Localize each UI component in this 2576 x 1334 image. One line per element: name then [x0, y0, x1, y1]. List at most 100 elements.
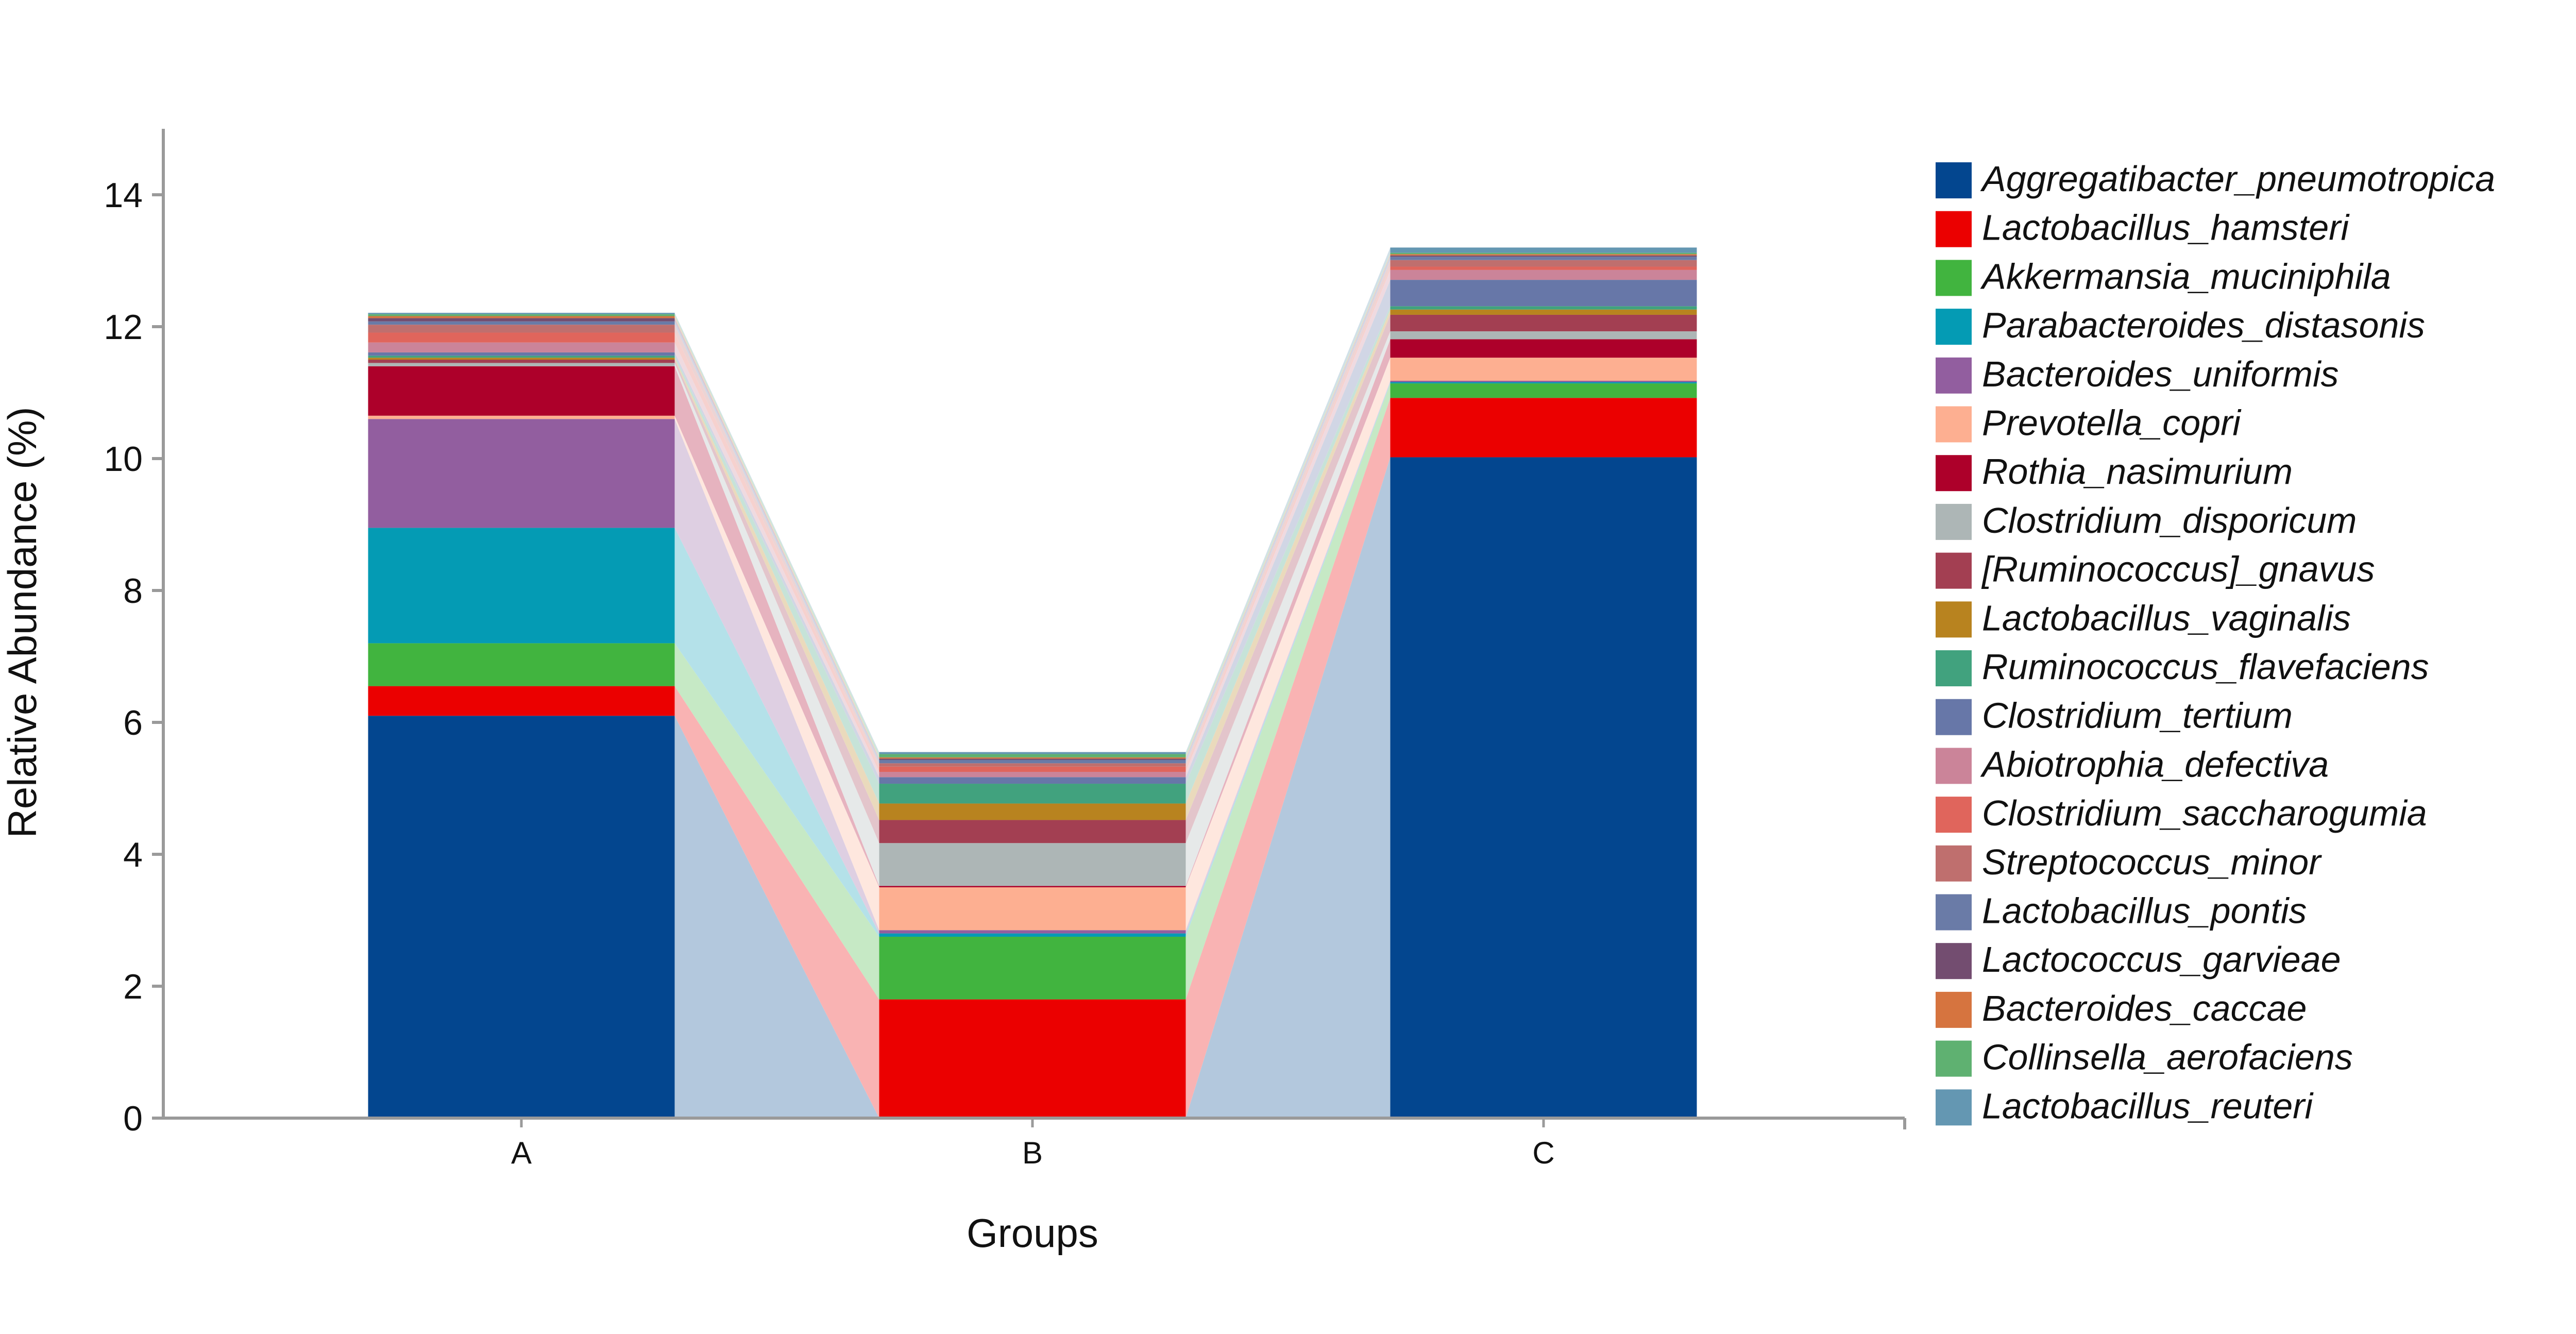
bar-akkermansia-muciniphila-B[interactable] — [879, 937, 1186, 1000]
legend-item-parabacteroides-distasonis[interactable]: Parabacteroides_distasonis — [1936, 305, 2425, 345]
bar-ruminococcus-flavefaciens-A[interactable] — [368, 356, 675, 358]
legend-item-clostridium-tertium[interactable]: Clostridium_tertium — [1936, 696, 2293, 736]
bar-abiotrophia-defectiva-A[interactable] — [368, 342, 675, 352]
bar-rothia-nasimurium-C[interactable] — [1390, 339, 1697, 358]
bar-akkermansia-muciniphila-A[interactable] — [368, 643, 675, 686]
legend-item-prevotella-copri[interactable]: Prevotella_copri — [1936, 403, 2242, 443]
legend-label: Lactobacillus_reuteri — [1982, 1086, 2314, 1126]
legend-label: Bacteroides_caccae — [1982, 988, 2307, 1028]
bar-lactobacillus-hamsteri-C[interactable] — [1390, 398, 1697, 458]
legend-label: Clostridium_disporicum — [1982, 500, 2357, 541]
bar-bacteroides-caccae-C[interactable] — [1390, 254, 1697, 256]
bar-lactococcus-garvieae-C[interactable] — [1390, 255, 1697, 257]
bar-streptococcus-minor-B[interactable] — [879, 763, 1186, 767]
bar-rothia-nasimurium-A[interactable] — [368, 366, 675, 416]
band-parabacteroides-distasonis-B-C — [1185, 382, 1391, 937]
bar-bacteroides-caccae-B[interactable] — [879, 757, 1186, 759]
legend-label: Akkermansia_muciniphila — [1980, 256, 2391, 296]
bar-bacteroides-uniformis-C[interactable] — [1390, 380, 1697, 382]
bar-parabacteroides-distasonis-C[interactable] — [1390, 382, 1697, 384]
legend-item-lactobacillus-hamsteri[interactable]: Lactobacillus_hamsteri — [1936, 208, 2350, 248]
bar-collinsella-aerofaciens-B[interactable] — [879, 754, 1186, 757]
bar-ruminococcus-gnavus-B[interactable] — [879, 820, 1186, 843]
bar-bacteroides-uniformis-B[interactable] — [879, 930, 1186, 934]
band-clostridium-saccharogumia-B-C — [1185, 266, 1391, 772]
bar-ruminococcus-flavefaciens-B[interactable] — [879, 784, 1186, 804]
bar-clostridium-disporicum-C[interactable] — [1390, 331, 1697, 340]
legend-label: [Ruminococcus]_gnavus — [1981, 549, 2375, 589]
bar-lactobacillus-hamsteri-A[interactable] — [368, 686, 675, 716]
legend-item-streptococcus-minor[interactable]: Streptococcus_minor — [1936, 842, 2322, 882]
bar-ruminococcus-gnavus-C[interactable] — [1390, 314, 1697, 331]
band-lactococcus-garvieae-B-C — [1185, 255, 1391, 760]
bar-clostridium-tertium-B[interactable] — [879, 777, 1186, 784]
bar-streptococcus-minor-C[interactable] — [1390, 260, 1697, 267]
bar-lactobacillus-pontis-B[interactable] — [879, 759, 1186, 764]
legend-swatch — [1936, 699, 1972, 735]
bar-abiotrophia-defectiva-C[interactable] — [1390, 269, 1697, 280]
legend-item-abiotrophia-defectiva[interactable]: Abiotrophia_defectiva — [1936, 744, 2329, 784]
bar-clostridium-saccharogumia-C[interactable] — [1390, 266, 1697, 270]
bar-lactobacillus-reuteri-A[interactable] — [368, 313, 675, 314]
bar-parabacteroides-distasonis-B[interactable] — [879, 933, 1186, 937]
bar-streptococcus-minor-A[interactable] — [368, 325, 675, 333]
bar-lactobacillus-vaginalis-C[interactable] — [1390, 309, 1697, 315]
bar-bacteroides-caccae-A[interactable] — [368, 316, 675, 318]
bar-ruminococcus-gnavus-A[interactable] — [368, 360, 675, 363]
band-akkermansia-muciniphila-B-C — [1185, 383, 1391, 1000]
legend-label: Lactobacillus_vaginalis — [1982, 598, 2351, 638]
bar-rothia-nasimurium-B[interactable] — [879, 886, 1186, 887]
legend-label: Ruminococcus_flavefaciens — [1982, 647, 2429, 687]
bar-aggregatibacter-pneumotropica-A[interactable] — [368, 716, 675, 1118]
legend-item-lactobacillus-pontis[interactable]: Lactobacillus_pontis — [1936, 891, 2307, 931]
connector-bands — [674, 247, 1391, 1119]
bar-collinsella-aerofaciens-C[interactable] — [1390, 252, 1697, 255]
legend-item-bacteroides-uniformis[interactable]: Bacteroides_uniformis — [1936, 354, 2339, 394]
bar-clostridium-disporicum-A[interactable] — [368, 363, 675, 366]
legend-item-ruminococcus-gnavus[interactable]: [Ruminococcus]_gnavus — [1936, 549, 2375, 589]
bar-clostridium-saccharogumia-B[interactable] — [879, 766, 1186, 772]
legend-item-akkermansia-muciniphila[interactable]: Akkermansia_muciniphila — [1936, 256, 2391, 296]
band-bacteroides-caccae-B-C — [1185, 254, 1391, 759]
bar-abiotrophia-defectiva-B[interactable] — [879, 772, 1186, 778]
band-bacteroides-caccae-A-B — [674, 316, 879, 759]
bar-clostridium-tertium-A[interactable] — [368, 352, 675, 356]
bar-lactobacillus-pontis-A[interactable] — [368, 321, 675, 325]
bar-prevotella-copri-B[interactable] — [879, 887, 1186, 931]
bar-clostridium-tertium-C[interactable] — [1390, 280, 1697, 307]
bar-prevotella-copri-A[interactable] — [368, 415, 675, 419]
bar-lactobacillus-hamsteri-B[interactable] — [879, 999, 1186, 1118]
legend-item-bacteroides-caccae[interactable]: Bacteroides_caccae — [1936, 988, 2307, 1028]
band-lactobacillus-pontis-B-C — [1185, 257, 1391, 764]
bar-lactococcus-garvieae-A[interactable] — [368, 318, 675, 322]
legend-swatch — [1936, 162, 1972, 198]
bar-clostridium-saccharogumia-A[interactable] — [368, 332, 675, 343]
bar-lactobacillus-reuteri-B[interactable] — [879, 752, 1186, 754]
legend-item-ruminococcus-flavefaciens[interactable]: Ruminococcus_flavefaciens — [1936, 647, 2429, 687]
band-lactobacillus-hamsteri-A-B — [674, 686, 879, 1118]
bar-prevotella-copri-C[interactable] — [1390, 358, 1697, 381]
bar-akkermansia-muciniphila-C[interactable] — [1390, 383, 1697, 398]
bar-parabacteroides-distasonis-A[interactable] — [368, 528, 675, 644]
legend-item-clostridium-disporicum[interactable]: Clostridium_disporicum — [1936, 500, 2357, 541]
legend-item-collinsella-aerofaciens[interactable]: Collinsella_aerofaciens — [1936, 1037, 2353, 1077]
legend-item-clostridium-saccharogumia[interactable]: Clostridium_saccharogumia — [1936, 793, 2427, 833]
legend-swatch — [1936, 406, 1972, 443]
legend-label: Lactobacillus_pontis — [1982, 891, 2307, 931]
legend-item-aggregatibacter-pneumotropica[interactable]: Aggregatibacter_pneumotropica — [1936, 159, 2495, 199]
bar-lactobacillus-vaginalis-A[interactable] — [368, 358, 675, 360]
legend-item-lactococcus-garvieae[interactable]: Lactococcus_garvieae — [1936, 939, 2341, 980]
bar-collinsella-aerofaciens-A[interactable] — [368, 314, 675, 316]
bar-bacteroides-uniformis-A[interactable] — [368, 419, 675, 528]
bar-aggregatibacter-pneumotropica-C[interactable] — [1390, 457, 1697, 1119]
bar-lactobacillus-reuteri-C[interactable] — [1390, 247, 1697, 253]
bar-ruminococcus-flavefaciens-C[interactable] — [1390, 306, 1697, 310]
bar-lactococcus-garvieae-B[interactable] — [879, 758, 1186, 760]
legend-item-rothia-nasimurium[interactable]: Rothia_nasimurium — [1936, 451, 2293, 492]
legend-item-lactobacillus-reuteri[interactable]: Lactobacillus_reuteri — [1936, 1086, 2314, 1126]
legend-item-lactobacillus-vaginalis[interactable]: Lactobacillus_vaginalis — [1936, 598, 2351, 638]
bar-lactobacillus-vaginalis-B[interactable] — [879, 803, 1186, 820]
bar-lactobacillus-pontis-C[interactable] — [1390, 257, 1697, 260]
legend-swatch — [1936, 455, 1972, 492]
bar-clostridium-disporicum-B[interactable] — [879, 843, 1186, 886]
